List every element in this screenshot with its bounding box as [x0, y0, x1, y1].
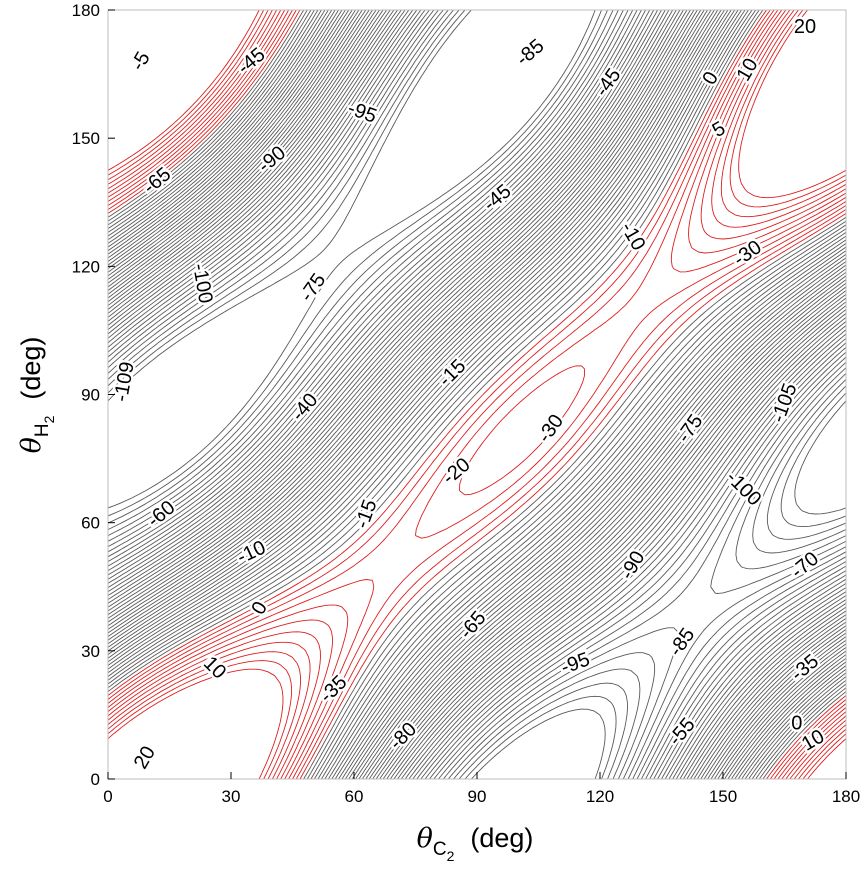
contour-line [108, 10, 846, 779]
x-tick-label: 90 [468, 787, 487, 806]
contour-line [108, 10, 846, 779]
contour-line [108, 10, 846, 779]
contour-line [108, 10, 846, 779]
contour-line [108, 10, 846, 779]
contour-line [108, 10, 846, 779]
contour-label: -85 [512, 35, 548, 70]
y-tick-label: 0 [91, 770, 100, 789]
y-axis-label: θH2 (deg) [16, 337, 57, 454]
contour-line [108, 10, 846, 779]
contour-label: -15 [434, 355, 470, 391]
contour-line [108, 10, 846, 779]
x-tick-label: 0 [103, 787, 112, 806]
contour-line [108, 10, 846, 779]
x-axis-subscript: C [433, 839, 447, 860]
contour-line [108, 10, 846, 779]
contour-line [108, 10, 846, 779]
contour-line [108, 10, 846, 779]
y-tick-label: 150 [72, 129, 100, 148]
contour-label: -90 [254, 142, 290, 177]
contour-label: 0 [791, 712, 802, 734]
contour-line [108, 10, 846, 779]
contour-label: 10 [798, 725, 828, 755]
contour-line [108, 10, 846, 779]
x-tick-label: 120 [586, 787, 614, 806]
contour-line [108, 10, 846, 779]
contour-line [108, 10, 846, 779]
y-axis-subscript: H [32, 423, 53, 437]
contour-label: -105 [767, 380, 801, 425]
contour-line [108, 10, 846, 779]
contour-line [108, 10, 846, 779]
x-axis-label: θC2 (deg) [417, 823, 534, 864]
contour-line [108, 10, 846, 779]
x-tick-label: 30 [222, 787, 241, 806]
contour-line [108, 10, 846, 779]
contour-line [108, 10, 846, 779]
contour-label: -95 [558, 648, 593, 679]
contour-label: -55 [664, 714, 699, 750]
contour-line [108, 10, 846, 779]
contour-line [108, 10, 846, 779]
contour-line [108, 10, 846, 779]
y-tick-label: 30 [81, 642, 100, 661]
y-tick-label: 120 [72, 257, 100, 276]
contour-label: 0 [247, 598, 272, 619]
contour-line [108, 10, 846, 779]
contour-line [108, 10, 846, 779]
y-tick-label: 90 [81, 386, 100, 405]
contour-label: -75 [296, 270, 331, 306]
contour-line [108, 10, 846, 779]
y-axis-symbol: θ [16, 437, 47, 453]
contour-label: 10 [199, 652, 230, 683]
contour-line [108, 10, 846, 779]
contour-label: -45 [233, 44, 269, 79]
y-axis-subsubscript: 2 [41, 415, 57, 423]
contour-label: -35 [316, 671, 352, 707]
contour-label: -15 [351, 497, 382, 532]
contour-label: -10 [616, 218, 650, 254]
y-tick-label: 180 [72, 1, 100, 20]
y-axis-unit: (deg) [16, 337, 46, 400]
contour-label: -95 [345, 97, 380, 128]
contour-label: -30 [533, 411, 568, 447]
contour-label: 20 [794, 16, 816, 38]
contour-line [108, 10, 846, 779]
contour-label: 20 [130, 743, 160, 773]
x-axis-unit: (deg) [470, 823, 533, 853]
contour-line [108, 10, 846, 779]
contour-line [108, 10, 846, 779]
x-axis-symbol: θ [417, 823, 433, 854]
contour-line [108, 10, 846, 779]
contour-label: -100 [188, 262, 217, 305]
contour-label: -5 [127, 48, 155, 74]
contour-line [108, 10, 846, 779]
x-tick-label: 180 [832, 787, 860, 806]
contour-line [108, 10, 846, 779]
contour-line [108, 10, 846, 779]
contour-label: -100 [722, 467, 766, 511]
contour-line [108, 10, 846, 779]
contour-line [108, 10, 846, 779]
contour-label: -85 [665, 624, 700, 660]
x-axis-subsubscript: 2 [447, 848, 455, 864]
contour-line [108, 10, 846, 779]
contour-line [108, 10, 846, 779]
y-tick-label: 60 [81, 514, 100, 533]
contour-line [108, 10, 846, 779]
contour-line [108, 10, 846, 779]
x-tick-label: 150 [709, 787, 737, 806]
contour-label: -109 [110, 360, 139, 403]
x-tick-label: 60 [345, 787, 364, 806]
contour-line [108, 10, 846, 779]
contour-line [108, 10, 846, 779]
contour-line [108, 10, 846, 779]
contour-line [108, 10, 846, 779]
contour-line [108, 10, 846, 779]
contour-label: -10 [234, 536, 269, 568]
contour-label: -20 [438, 454, 474, 489]
contour-line [108, 10, 846, 779]
axis-ticks: 0 30 60 90 120 150 180 0 30 60 90 120 150 180 [72, 1, 861, 806]
